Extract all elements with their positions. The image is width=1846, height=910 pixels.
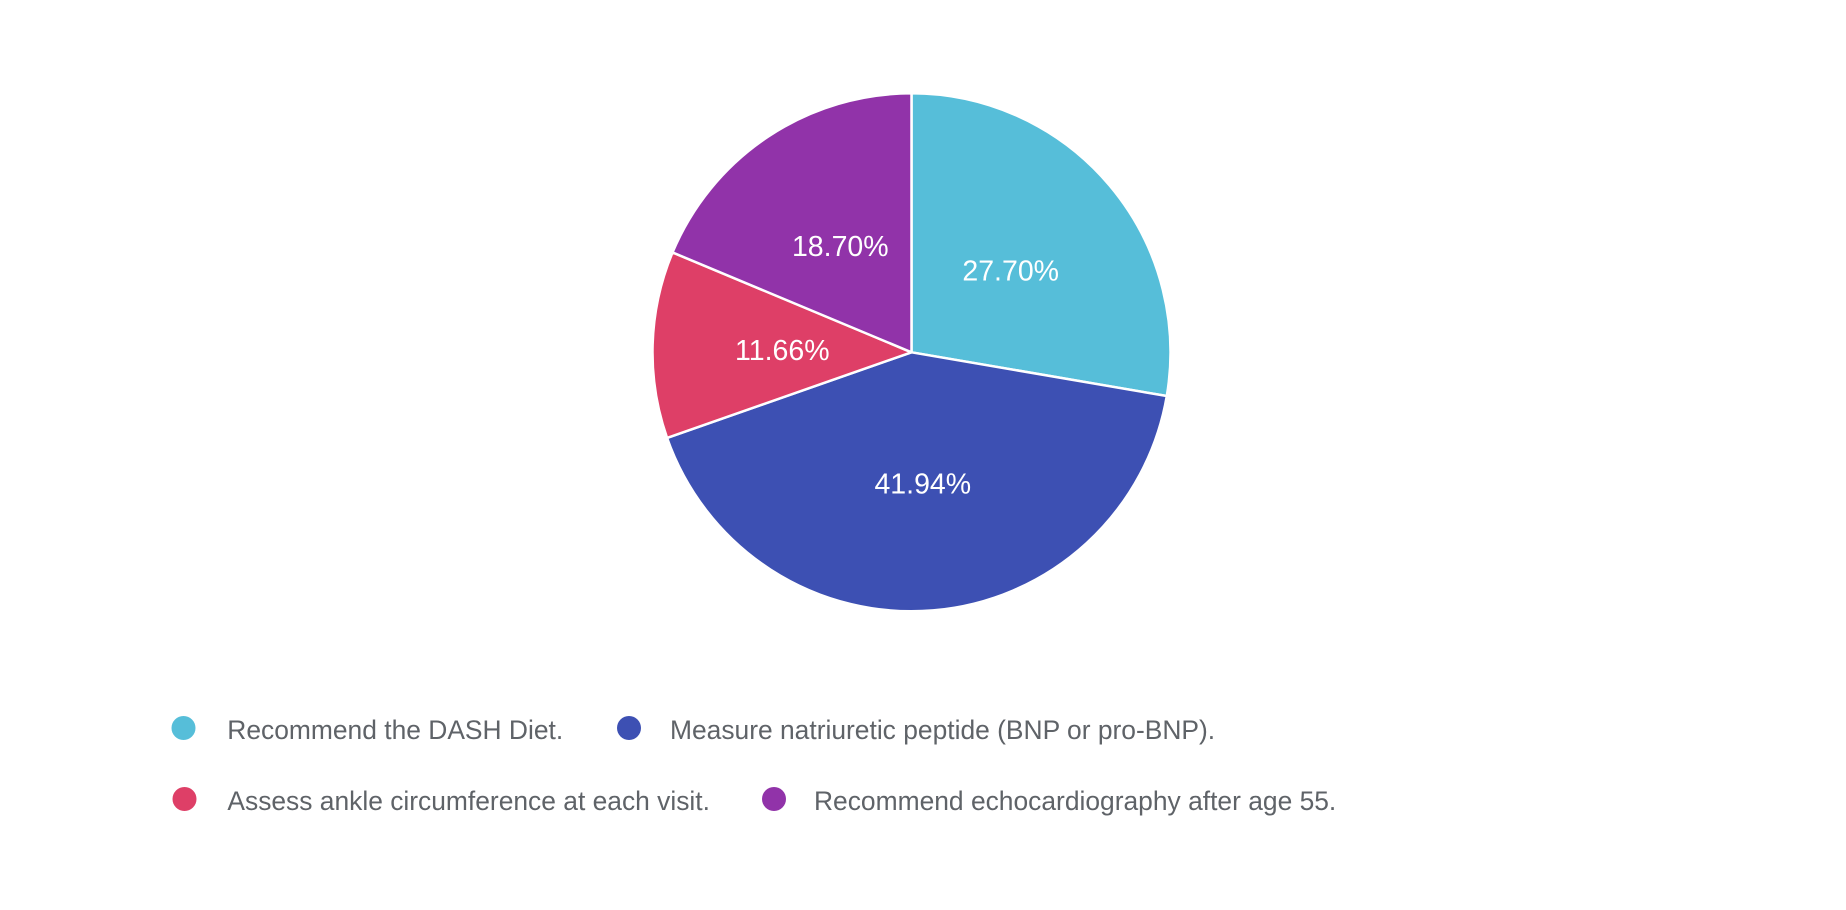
svg-text:18.70%: 18.70% [792, 231, 889, 263]
svg-text:Recommend echocardiography aft: Recommend echocardiography after age 55. [814, 786, 1336, 816]
svg-text:27.70%: 27.70% [962, 255, 1059, 287]
svg-text:Assess ankle circumference at: Assess ankle circumference at each visit… [227, 786, 710, 816]
svg-text:Measure natriuretic peptide (B: Measure natriuretic peptide (BNP or pro-… [670, 715, 1215, 745]
svg-text:41.94%: 41.94% [874, 468, 971, 500]
svg-text:11.66%: 11.66% [735, 335, 830, 367]
svg-text:Recommend the DASH Diet.: Recommend the DASH Diet. [227, 715, 563, 745]
